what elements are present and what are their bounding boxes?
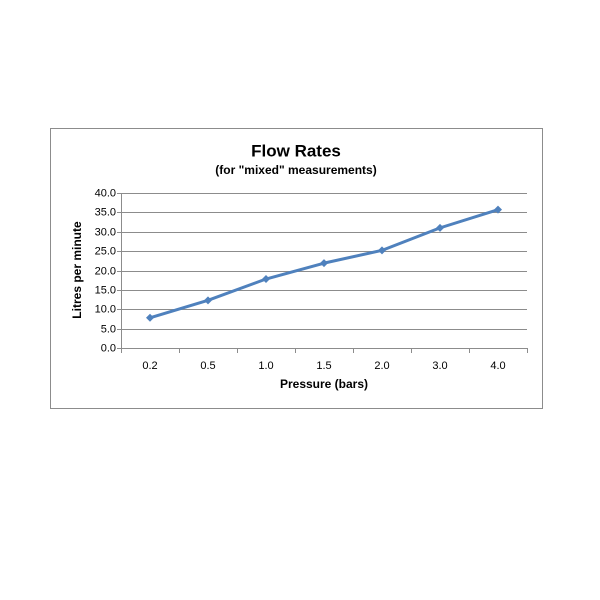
y-tick-label: 30.0 xyxy=(95,226,116,238)
x-axis-label: Pressure (bars) xyxy=(280,377,368,391)
x-tick-label: 3.0 xyxy=(432,360,447,372)
data-point xyxy=(320,259,328,268)
data-point xyxy=(378,246,386,255)
data-point xyxy=(436,223,444,232)
data-point xyxy=(204,296,212,305)
x-tick-label: 0.2 xyxy=(142,360,157,372)
data-point xyxy=(494,205,502,214)
data-point xyxy=(262,275,270,284)
y-tick-label: 0.0 xyxy=(101,342,116,354)
chart-title: Flow Rates xyxy=(251,141,341,160)
x-tick-label: 0.5 xyxy=(200,360,215,372)
x-tick-label: 1.5 xyxy=(316,360,331,372)
x-tick-label: 2.0 xyxy=(374,360,389,372)
y-tick-label: 15.0 xyxy=(95,284,116,296)
y-tick-label: 10.0 xyxy=(95,303,116,315)
chart-subtitle: (for "mixed" measurements) xyxy=(215,163,376,177)
y-tick-label: 25.0 xyxy=(95,245,116,257)
y-tick-label: 5.0 xyxy=(101,323,116,335)
chart-frame xyxy=(50,128,543,409)
x-tick-label: 4.0 xyxy=(490,360,505,372)
y-tick-label: 40.0 xyxy=(95,187,116,199)
y-tick-label: 35.0 xyxy=(95,206,116,218)
x-tick-label: 1.0 xyxy=(258,360,273,372)
y-axis-label: Litres per minute xyxy=(70,221,84,319)
y-tick-label: 20.0 xyxy=(95,265,116,277)
data-point xyxy=(146,313,154,322)
